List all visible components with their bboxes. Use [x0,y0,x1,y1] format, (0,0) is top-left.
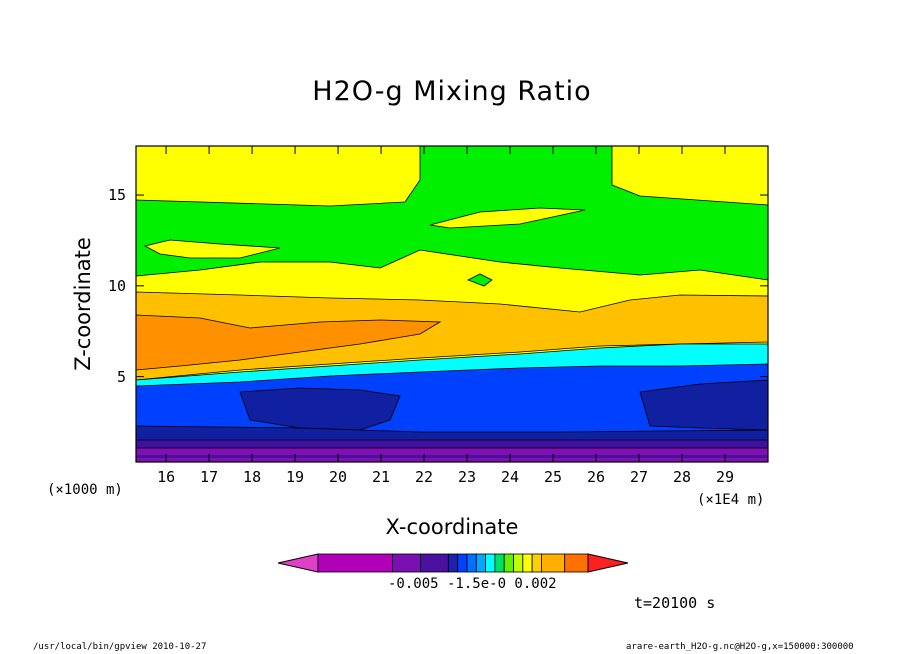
x-tick-label: 24 [501,468,520,486]
chart-title: H2O-g Mixing Ratio [312,76,592,107]
contour-fills [136,146,768,462]
colorbar-segment [564,553,589,573]
colorbar-segment [392,553,421,573]
colorbar-right-arrow [587,553,629,573]
x-axis-label: X-coordinate [385,515,519,539]
colorbar-segment [317,553,393,573]
band-navy-2 [639,379,768,431]
plot-frame [135,145,769,463]
colorbar-segment [513,553,524,573]
x-tick-label: 28 [672,468,692,486]
time-label: t=20100 s [634,594,716,612]
x-tick-label: 18 [243,468,262,486]
y-tick-label: 10 [107,276,126,295]
y-tick-label: 5 [116,367,126,386]
colorbar-segment [494,553,505,573]
colorbar-segment [447,553,459,573]
footer-left: /usr/local/bin/gpview 2010-10-27 [33,642,207,652]
band-indigo [136,440,768,448]
x-tick-label: 23 [458,468,477,486]
band-gold [136,291,768,381]
island-yellow-1 [429,207,586,229]
colorbar-segment [531,553,542,573]
x-tick-label: 22 [415,468,434,486]
x-unit-left: (×1000 m) [47,482,123,498]
x-tick-label: 19 [286,468,305,486]
x-tick-label: 26 [586,468,606,486]
colorbar [277,553,629,573]
x-tick-label: 20 [329,468,348,486]
y-tick-label: 15 [107,186,126,205]
colorbar-segment [485,553,496,573]
x-tick-label: 27 [629,468,649,486]
colorbar-segment [522,553,533,573]
colorbar-segment [541,553,566,573]
island-green-1 [467,273,493,287]
x-unit-right: (×1E4 m) [697,492,765,508]
colorbar-segment [466,553,477,573]
colorbar-left-arrow [277,553,319,573]
y-axis-label: Z-coordinate [71,237,95,371]
band-green [136,146,768,281]
colorbar-segment [457,553,468,573]
island-yellow-2 [143,239,281,259]
x-tick-label: 17 [200,468,219,486]
band-navy-1 [239,387,401,431]
x-tick-label: 29 [715,468,735,486]
x-tick-label: 21 [372,468,391,486]
colorbar-segment [420,553,449,573]
x-tick-label: 25 [544,468,563,486]
band-orange [136,314,442,371]
footer-right: arare-earth_H2O-g.nc@H2O-g,x=150000:3000… [626,642,854,652]
axis-ticks [136,146,768,462]
x-tick-label: 16 [157,468,176,486]
colorbar-segment [475,553,486,573]
colorbar-segment [503,553,514,573]
colorbar-labels: -0.005 -1.5e-0 0.002 [388,576,557,592]
